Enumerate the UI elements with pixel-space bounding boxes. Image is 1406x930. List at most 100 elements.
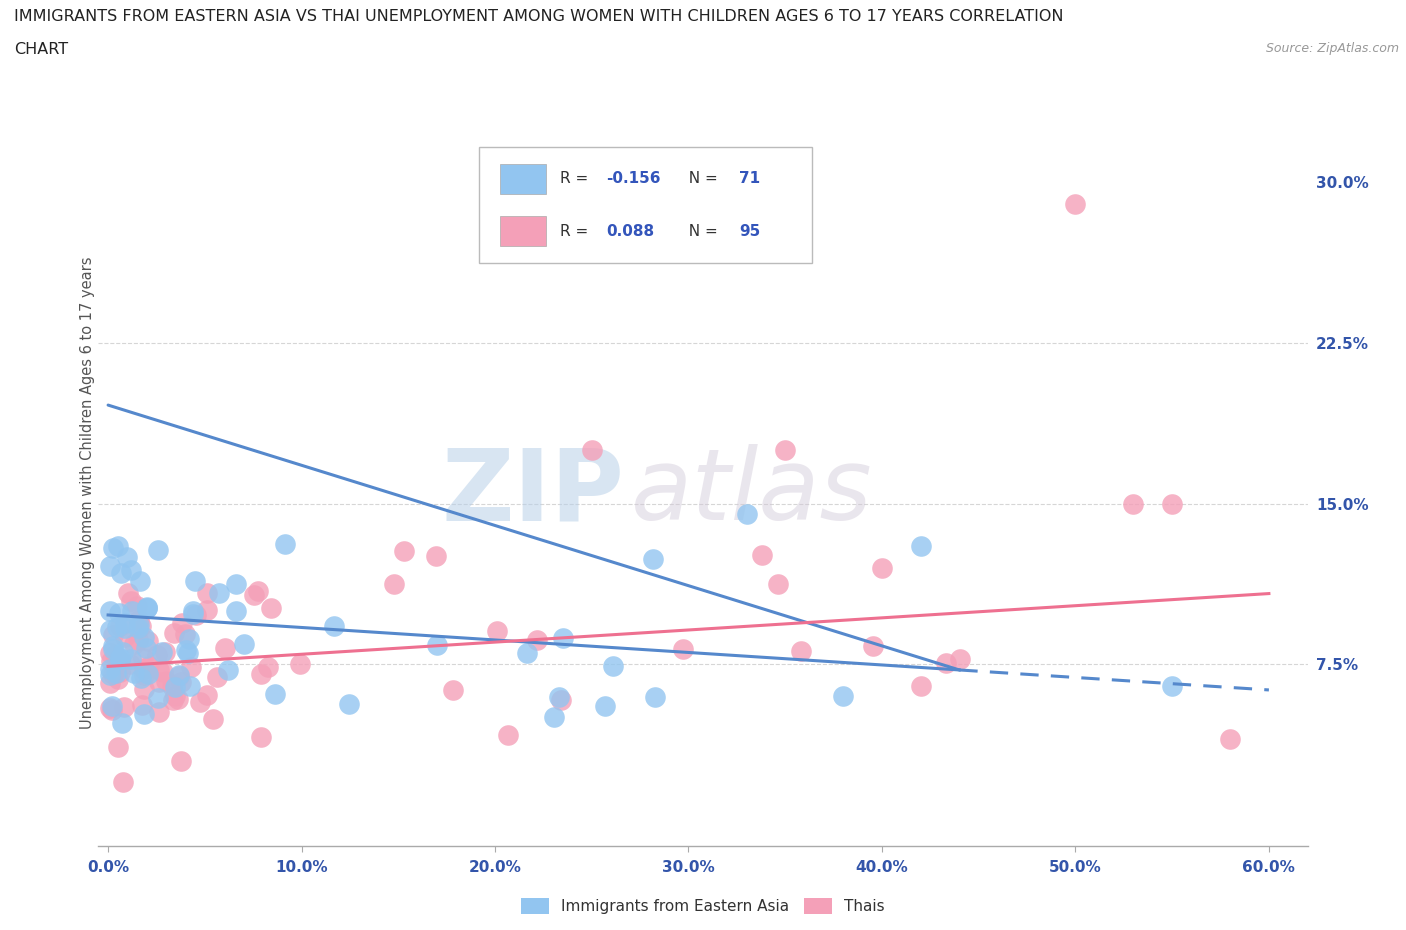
Point — [111, 644, 134, 659]
Point — [516, 645, 538, 660]
Point — [160, 679, 183, 694]
Point — [101, 703, 124, 718]
Point — [155, 673, 177, 688]
Point — [426, 638, 449, 653]
Point — [170, 674, 193, 689]
Text: -0.156: -0.156 — [606, 171, 661, 186]
Point — [163, 626, 186, 641]
Point — [117, 586, 139, 601]
Text: R =: R = — [561, 171, 593, 186]
Point — [108, 664, 131, 679]
Point — [184, 574, 207, 589]
Point — [101, 639, 124, 654]
Point — [766, 577, 789, 591]
Point — [425, 549, 447, 564]
Point — [110, 618, 132, 633]
Text: 71: 71 — [740, 171, 761, 186]
Text: IMMIGRANTS FROM EASTERN ASIA VS THAI UNEMPLOYMENT AMONG WOMEN WITH CHILDREN AGES: IMMIGRANTS FROM EASTERN ASIA VS THAI UNE… — [14, 9, 1063, 24]
Text: Source: ZipAtlas.com: Source: ZipAtlas.com — [1265, 42, 1399, 55]
Point — [1161, 678, 1184, 693]
Point — [243, 587, 266, 602]
Point — [131, 618, 153, 633]
Point — [181, 607, 204, 622]
Point — [550, 693, 572, 708]
Point — [148, 704, 170, 719]
Point — [98, 668, 121, 683]
Point — [120, 652, 142, 667]
Point — [496, 727, 519, 742]
Text: ZIP: ZIP — [441, 445, 624, 541]
Point — [214, 640, 236, 655]
Point — [179, 679, 201, 694]
Point — [225, 577, 247, 591]
Point — [136, 600, 159, 615]
Point — [101, 540, 124, 555]
Point — [553, 631, 575, 645]
Point — [177, 645, 200, 660]
Point — [135, 601, 157, 616]
Point — [132, 668, 155, 683]
FancyBboxPatch shape — [501, 164, 546, 194]
Point — [167, 668, 190, 683]
Text: N =: N = — [679, 224, 723, 239]
Text: R =: R = — [561, 224, 593, 239]
Point — [146, 543, 169, 558]
Point — [323, 618, 346, 633]
Point — [128, 618, 150, 632]
Point — [114, 620, 136, 635]
Point — [394, 543, 416, 558]
Point — [101, 642, 124, 657]
Text: atlas: atlas — [630, 445, 872, 541]
Point — [105, 619, 128, 634]
Point — [181, 604, 204, 618]
Point — [108, 650, 131, 665]
Point — [138, 658, 160, 673]
Point — [1122, 497, 1144, 512]
Point — [548, 690, 571, 705]
Point — [134, 662, 156, 677]
Point — [197, 688, 219, 703]
Point — [100, 623, 122, 638]
Point — [138, 667, 160, 682]
Y-axis label: Unemployment Among Women with Children Ages 6 to 17 years: Unemployment Among Women with Children A… — [80, 257, 94, 729]
Point — [121, 604, 143, 618]
Point — [111, 715, 134, 730]
Point — [127, 620, 149, 635]
Point — [108, 652, 131, 667]
Point — [202, 711, 225, 726]
Point — [602, 658, 624, 673]
Point — [910, 539, 932, 554]
Point — [107, 653, 129, 668]
Point — [735, 507, 758, 522]
Point — [751, 548, 773, 563]
Point — [108, 605, 131, 620]
Point — [250, 667, 273, 682]
Point — [174, 626, 197, 641]
Point — [114, 616, 136, 631]
Point — [107, 740, 129, 755]
Point — [195, 602, 218, 617]
Point — [526, 632, 548, 647]
Point — [441, 682, 464, 697]
Point — [148, 662, 170, 677]
Point — [643, 552, 665, 567]
Point — [166, 692, 188, 707]
Point — [101, 698, 124, 713]
Point — [172, 616, 194, 631]
Point — [162, 693, 184, 708]
Point — [114, 630, 136, 644]
Point — [935, 655, 957, 670]
Point — [163, 680, 186, 695]
Point — [188, 694, 211, 709]
Point — [122, 665, 145, 680]
Point — [273, 537, 295, 551]
Point — [773, 443, 796, 458]
Point — [174, 643, 197, 658]
Point — [128, 613, 150, 628]
Point — [247, 584, 270, 599]
Point — [122, 636, 145, 651]
Text: 0.088: 0.088 — [606, 224, 654, 239]
Point — [225, 604, 247, 618]
Point — [104, 647, 127, 662]
Point — [169, 669, 191, 684]
